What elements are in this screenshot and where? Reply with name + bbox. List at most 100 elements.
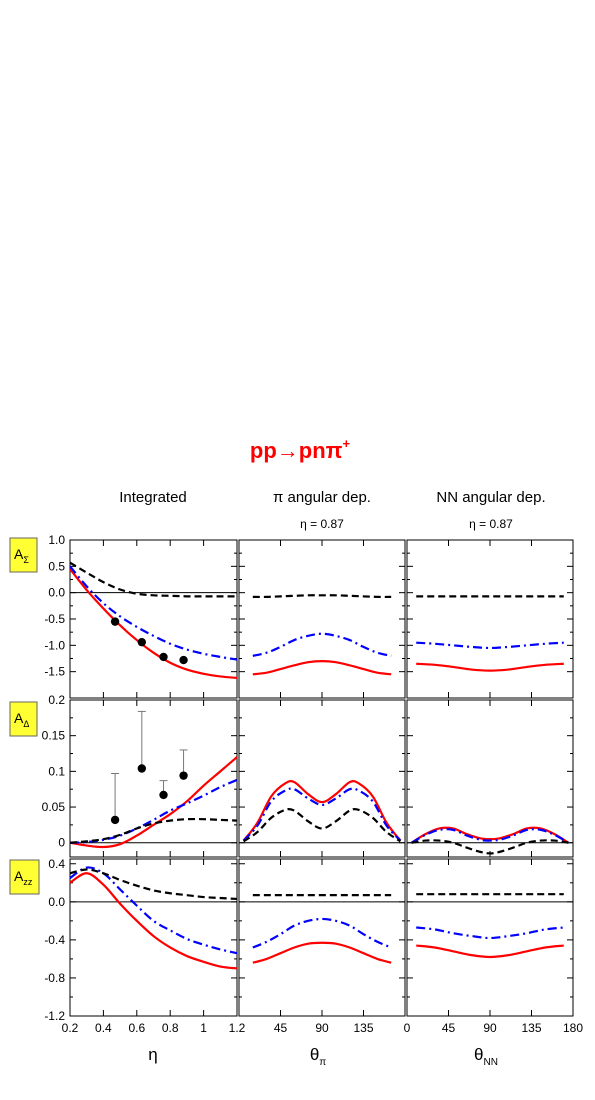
- data-point: [179, 655, 188, 665]
- y-tick-label: 0.2: [48, 693, 65, 707]
- panel-r2-c1: 45 90 135: [238, 858, 406, 1035]
- panel-r0-c0: 1.0 0.5 0.0 -0.5 -1.0 -1.5: [44, 533, 238, 699]
- series-red-solid: [252, 941, 392, 964]
- series-black-dashed: [252, 594, 392, 599]
- title-products: pnπ: [299, 438, 343, 463]
- x-tick-label: 0: [404, 1021, 411, 1035]
- panel-frame: [406, 539, 574, 699]
- panel-frame: [406, 699, 574, 858]
- series-blue-dashdot: [69, 565, 238, 661]
- panel-r1-c0: 0.2 0.15 0.1 0.05 0: [42, 693, 238, 858]
- panel-r0-c1: [238, 539, 406, 699]
- x-axis-label-theta-pi-main: θ: [310, 1045, 319, 1064]
- data-point: [137, 764, 147, 773]
- panel-frame: [238, 539, 406, 699]
- y-tick-label: -1.2: [44, 1009, 65, 1023]
- x-axis-label-theta-pi: θπ: [310, 1045, 326, 1068]
- series-blue-dashdot: [416, 926, 564, 940]
- main-title: pp→pnπ+: [250, 436, 351, 463]
- y-tick-label: -0.5: [44, 612, 65, 626]
- column-title-pion-angular: π angular dep.: [273, 489, 371, 506]
- series-red-solid: [411, 826, 569, 844]
- panel-r1-c1: [238, 699, 406, 858]
- x-tick-label: 90: [483, 1021, 497, 1035]
- panel-r0-c2: [406, 539, 574, 699]
- series-red-solid: [416, 662, 564, 672]
- x-tick-label: 135: [353, 1021, 373, 1035]
- column-title-nn-angular: NN angular dep.: [436, 489, 545, 506]
- x-axis-label-eta: η: [148, 1045, 157, 1064]
- data-point: [110, 815, 120, 825]
- x-tick-label: 0.6: [128, 1021, 145, 1035]
- x-axis-label-theta-pi-sub: π: [319, 1057, 326, 1068]
- panel-r1-c2: [406, 699, 574, 858]
- series-blue-dashdot: [69, 866, 238, 955]
- data-point: [159, 790, 168, 800]
- series-red-solid: [416, 944, 564, 959]
- row-label-a-sigma-main: A: [14, 546, 24, 562]
- panel-frame: [238, 858, 406, 1017]
- x-tick-label: 0.8: [162, 1021, 179, 1035]
- svg-text:AΣ: AΣ: [14, 546, 29, 565]
- x-axis-label-theta-nn-main: θ: [474, 1045, 483, 1064]
- row-label-a-delta-sub: Δ: [23, 719, 29, 729]
- x-tick-label: 180: [563, 1021, 583, 1035]
- series-black-dashed: [411, 839, 569, 855]
- column-note-pion-eta: η = 0.87: [300, 517, 344, 531]
- x-tick-label: 0.4: [95, 1021, 112, 1035]
- series-red-solid: [252, 660, 392, 676]
- y-tick-label: -0.8: [44, 971, 65, 985]
- svg-text:Azz: Azz: [14, 868, 33, 887]
- series-black-dashed: [69, 868, 238, 901]
- series-blue-dashdot: [252, 917, 392, 949]
- x-tick-label: 1: [200, 1021, 207, 1035]
- y-tick-label: 0.05: [42, 800, 66, 814]
- series-black-dashed: [242, 807, 402, 843]
- y-tick-label: 0.5: [48, 559, 65, 573]
- y-tick-label: 1.0: [48, 533, 65, 547]
- y-tick-label: -1.0: [44, 638, 65, 652]
- panel-frame: [238, 699, 406, 858]
- data-point: [179, 771, 188, 780]
- panel-r2-c0: 0.4 0.0 -0.4 -0.8 -1.20.2 0.4 0.6 0.8 1 1.2: [44, 857, 245, 1035]
- row-label-a-sigma-sub: Σ: [23, 555, 29, 565]
- row-label-a-zz-main: A: [14, 868, 24, 884]
- x-axis-label-theta-nn-sub: NN: [484, 1057, 498, 1068]
- data-point: [159, 652, 168, 662]
- panel-grid: 1.00.50.0-0.5-1.0-1.50.20.150.10.0500.40…: [42, 533, 584, 1035]
- series-blue-dashdot: [252, 632, 392, 657]
- x-tick-label: 1.2: [229, 1021, 246, 1035]
- series-blue-dashdot: [69, 778, 238, 844]
- y-tick-label: 0: [58, 836, 65, 850]
- x-axis-label-theta-nn: θNN: [474, 1045, 498, 1068]
- x-tick-label: 0.2: [62, 1021, 79, 1035]
- panel-frame: [69, 858, 238, 1017]
- panel-frame: [406, 858, 574, 1017]
- series-black-dashed: [69, 561, 237, 598]
- series-black-dashed: [69, 817, 238, 844]
- data-point: [137, 637, 147, 647]
- svg-text:AΔ: AΔ: [14, 710, 29, 729]
- series-red-solid: [69, 872, 238, 970]
- y-tick-label: -1.5: [44, 665, 65, 679]
- x-tick-label: 135: [521, 1021, 541, 1035]
- column-note-nn-eta: η = 0.87: [469, 517, 513, 531]
- x-axis-label-eta-main: η: [148, 1045, 157, 1064]
- column-title-integrated: Integrated: [119, 489, 187, 506]
- y-tick-label: 0.4: [48, 857, 65, 871]
- series-red-solid: [69, 756, 238, 849]
- panel-r2-c2: 0 45 90 135 180: [404, 858, 583, 1035]
- title-arrow: →: [277, 438, 299, 463]
- row-label-a-delta: AΔ: [9, 701, 38, 737]
- series-blue-dashdot: [411, 828, 569, 844]
- row-label-a-zz-sub: zz: [23, 877, 33, 887]
- title-superscript: +: [343, 436, 351, 451]
- data-point: [110, 617, 120, 626]
- series-blue-dashdot: [242, 787, 402, 842]
- y-tick-label: 0.1: [48, 764, 65, 778]
- y-tick-label: 0.15: [42, 729, 66, 743]
- series-red-solid: [69, 568, 238, 680]
- row-label-a-zz: Azz: [9, 859, 40, 895]
- panel-frame: [69, 699, 238, 858]
